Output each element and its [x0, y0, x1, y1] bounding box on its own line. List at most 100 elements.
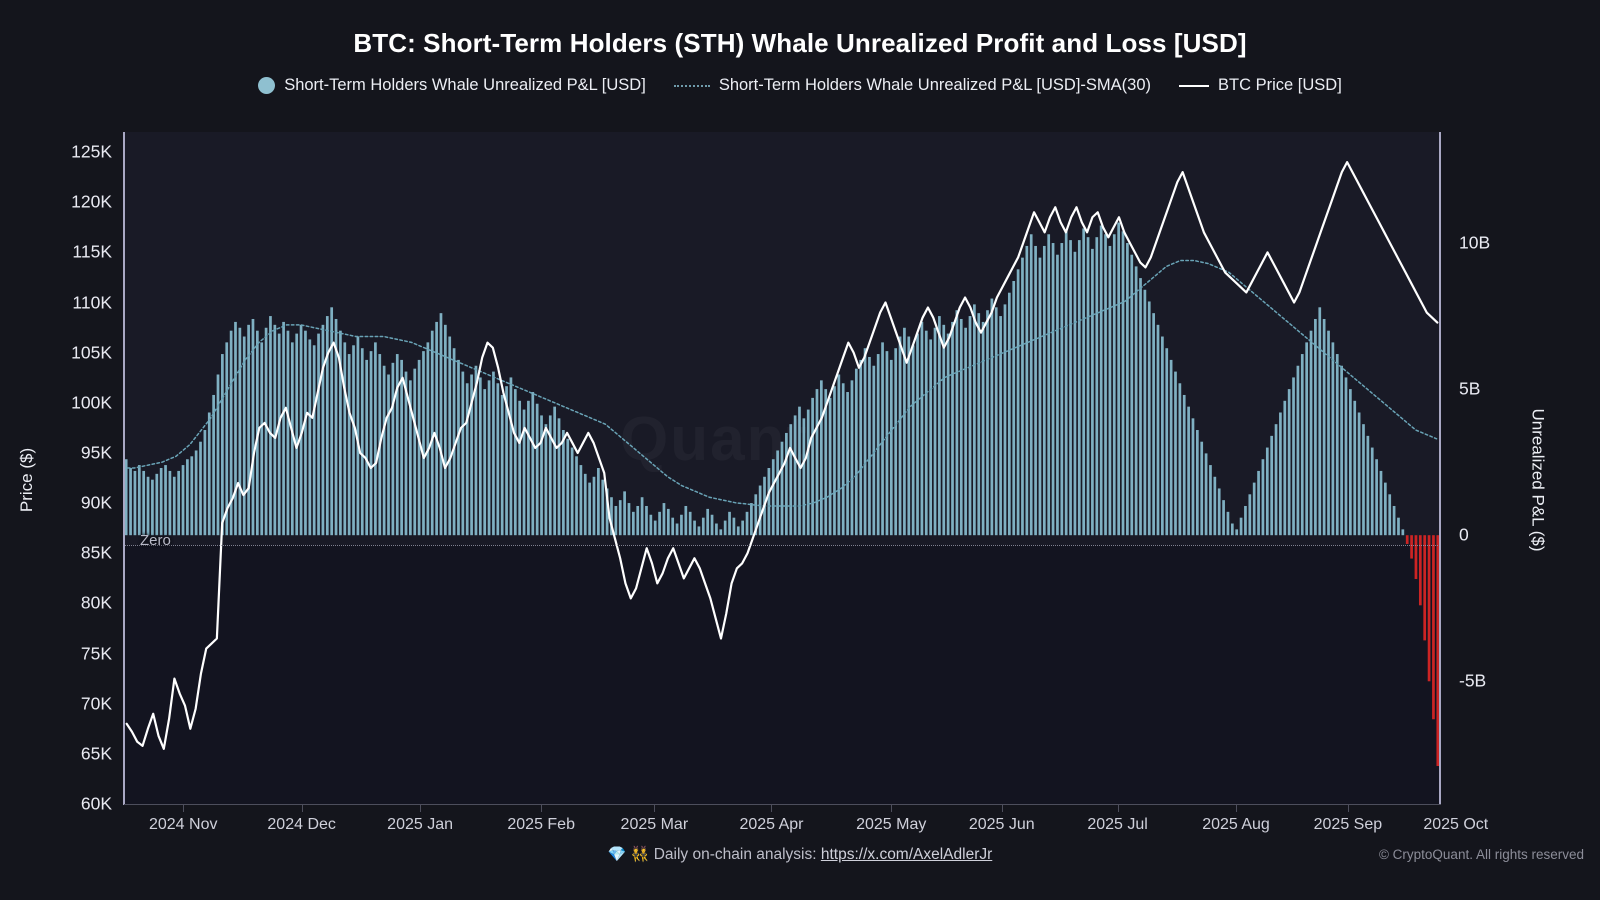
pnl-bar [443, 324, 447, 536]
pnl-bar [1047, 234, 1051, 536]
legend-item-btc-price[interactable]: BTC Price [USD] [1179, 76, 1342, 95]
footer-link[interactable]: https://x.com/AxelAdlerJr [820, 846, 993, 863]
pnl-bar [1060, 243, 1064, 536]
pnl-bar [806, 409, 810, 536]
pnl-bar [1401, 529, 1405, 536]
pnl-bar [1331, 342, 1335, 536]
pnl-bar [264, 327, 268, 536]
people-icon: 👯 [630, 846, 650, 863]
pnl-bar [290, 342, 294, 536]
pnl-bar [741, 520, 745, 536]
pnl-bar [688, 511, 692, 536]
pnl-bar [509, 377, 513, 536]
pnl-bar [1252, 482, 1256, 536]
pnl-bar [505, 386, 508, 536]
pnl-bar [588, 482, 591, 536]
pnl-bar [767, 468, 771, 536]
pnl-bar [1287, 389, 1291, 536]
footer-credit: 💎 👯 Daily on-chain analysis: https://x.c… [0, 845, 1600, 864]
pnl-bar [500, 394, 504, 536]
pnl-bar [876, 354, 880, 536]
pnl-bar [1427, 535, 1431, 682]
pnl-bar [671, 517, 675, 536]
pnl-bar [325, 316, 329, 536]
pnl-bar [435, 321, 438, 536]
legend-label: Short-Term Holders Whale Unrealized P&L … [284, 76, 646, 94]
pnl-bar [457, 359, 460, 536]
pnl-bar [452, 348, 456, 536]
bars-layer [124, 222, 1440, 767]
pnl-bar [387, 374, 390, 536]
legend-item-pnl-sma[interactable]: Short-Term Holders Whale Unrealized P&L … [673, 76, 1151, 95]
pnl-bar [824, 389, 828, 536]
legend-item-pnl-bars[interactable]: Short-Term Holders Whale Unrealized P&L … [258, 76, 646, 95]
pnl-bar [1414, 535, 1418, 580]
pnl-bar [1147, 301, 1151, 536]
x-tick-label: 2025 Sep [1313, 816, 1383, 833]
pnl-bar [675, 523, 679, 536]
pnl-bar [1200, 441, 1204, 536]
x-tick-mark [301, 805, 303, 812]
pnl-bar [308, 339, 312, 536]
pnl-bar [1244, 505, 1247, 536]
pnl-bar [1353, 400, 1357, 536]
pnl-bar [1104, 234, 1107, 536]
pnl-bar [1056, 254, 1059, 536]
pnl-bar [811, 397, 814, 536]
pnl-bar [1099, 225, 1103, 536]
pnl-bar [391, 362, 395, 536]
pnl-bar [1169, 359, 1173, 536]
pnl-bar [920, 321, 924, 536]
pnl-bar [881, 342, 884, 536]
pnl-bar [933, 327, 937, 536]
pnl-bar [938, 316, 941, 536]
y-axis-title-right: Unrealized P&L ($) [1528, 408, 1548, 552]
pnl-bar [1423, 535, 1427, 641]
pnl-bar [1152, 313, 1155, 536]
page-title: BTC: Short-Term Holders (STH) Whale Unre… [353, 28, 1247, 58]
pnl-bar [1357, 412, 1361, 536]
pnl-bar [1432, 535, 1435, 720]
pnl-bar [1178, 383, 1182, 536]
pnl-bar [356, 336, 360, 536]
pnl-bar [181, 465, 185, 536]
pnl-bar [597, 468, 600, 536]
pnl-bar [680, 514, 683, 536]
pnl-bar [317, 333, 320, 536]
pnl-bar [1108, 245, 1112, 536]
pnl-bar [583, 473, 587, 536]
pnl-bar [889, 359, 893, 536]
pnl-bar [1222, 500, 1225, 536]
x-tick-mark [1001, 805, 1003, 812]
pnl-bar [850, 380, 854, 536]
pnl-bar [1248, 494, 1252, 536]
pnl-bar [636, 505, 640, 536]
y-tick-label-left: 60K [80, 793, 112, 814]
pnl-bar [334, 318, 338, 536]
pnl-bar [1082, 228, 1086, 536]
pnl-bar [448, 336, 452, 536]
pnl-bar [531, 392, 535, 536]
pnl-bar [1051, 243, 1055, 536]
pnl-bar [1379, 470, 1383, 536]
y-tick-label-left: 125K [71, 141, 112, 162]
pnl-bar [841, 383, 845, 536]
pnl-bar [1344, 377, 1348, 536]
y-axis-title-left: Price ($) [17, 447, 37, 513]
pnl-bar [1388, 494, 1392, 536]
pnl-bar [968, 316, 972, 536]
pnl-bar [553, 406, 557, 536]
pnl-bar [903, 327, 906, 536]
pnl-bar [474, 365, 478, 536]
pnl-bar [736, 526, 740, 536]
pnl-bar [1274, 424, 1278, 536]
pnl-bar [1362, 424, 1365, 536]
pnl-bar [575, 456, 578, 536]
pnl-bar [1265, 447, 1269, 536]
pnl-bar [610, 497, 613, 536]
pnl-bar [1187, 406, 1190, 536]
pnl-bar [216, 374, 220, 536]
pnl-bar [872, 365, 876, 536]
pnl-bar [133, 470, 137, 536]
y-tick-label-left: 100K [71, 392, 112, 413]
